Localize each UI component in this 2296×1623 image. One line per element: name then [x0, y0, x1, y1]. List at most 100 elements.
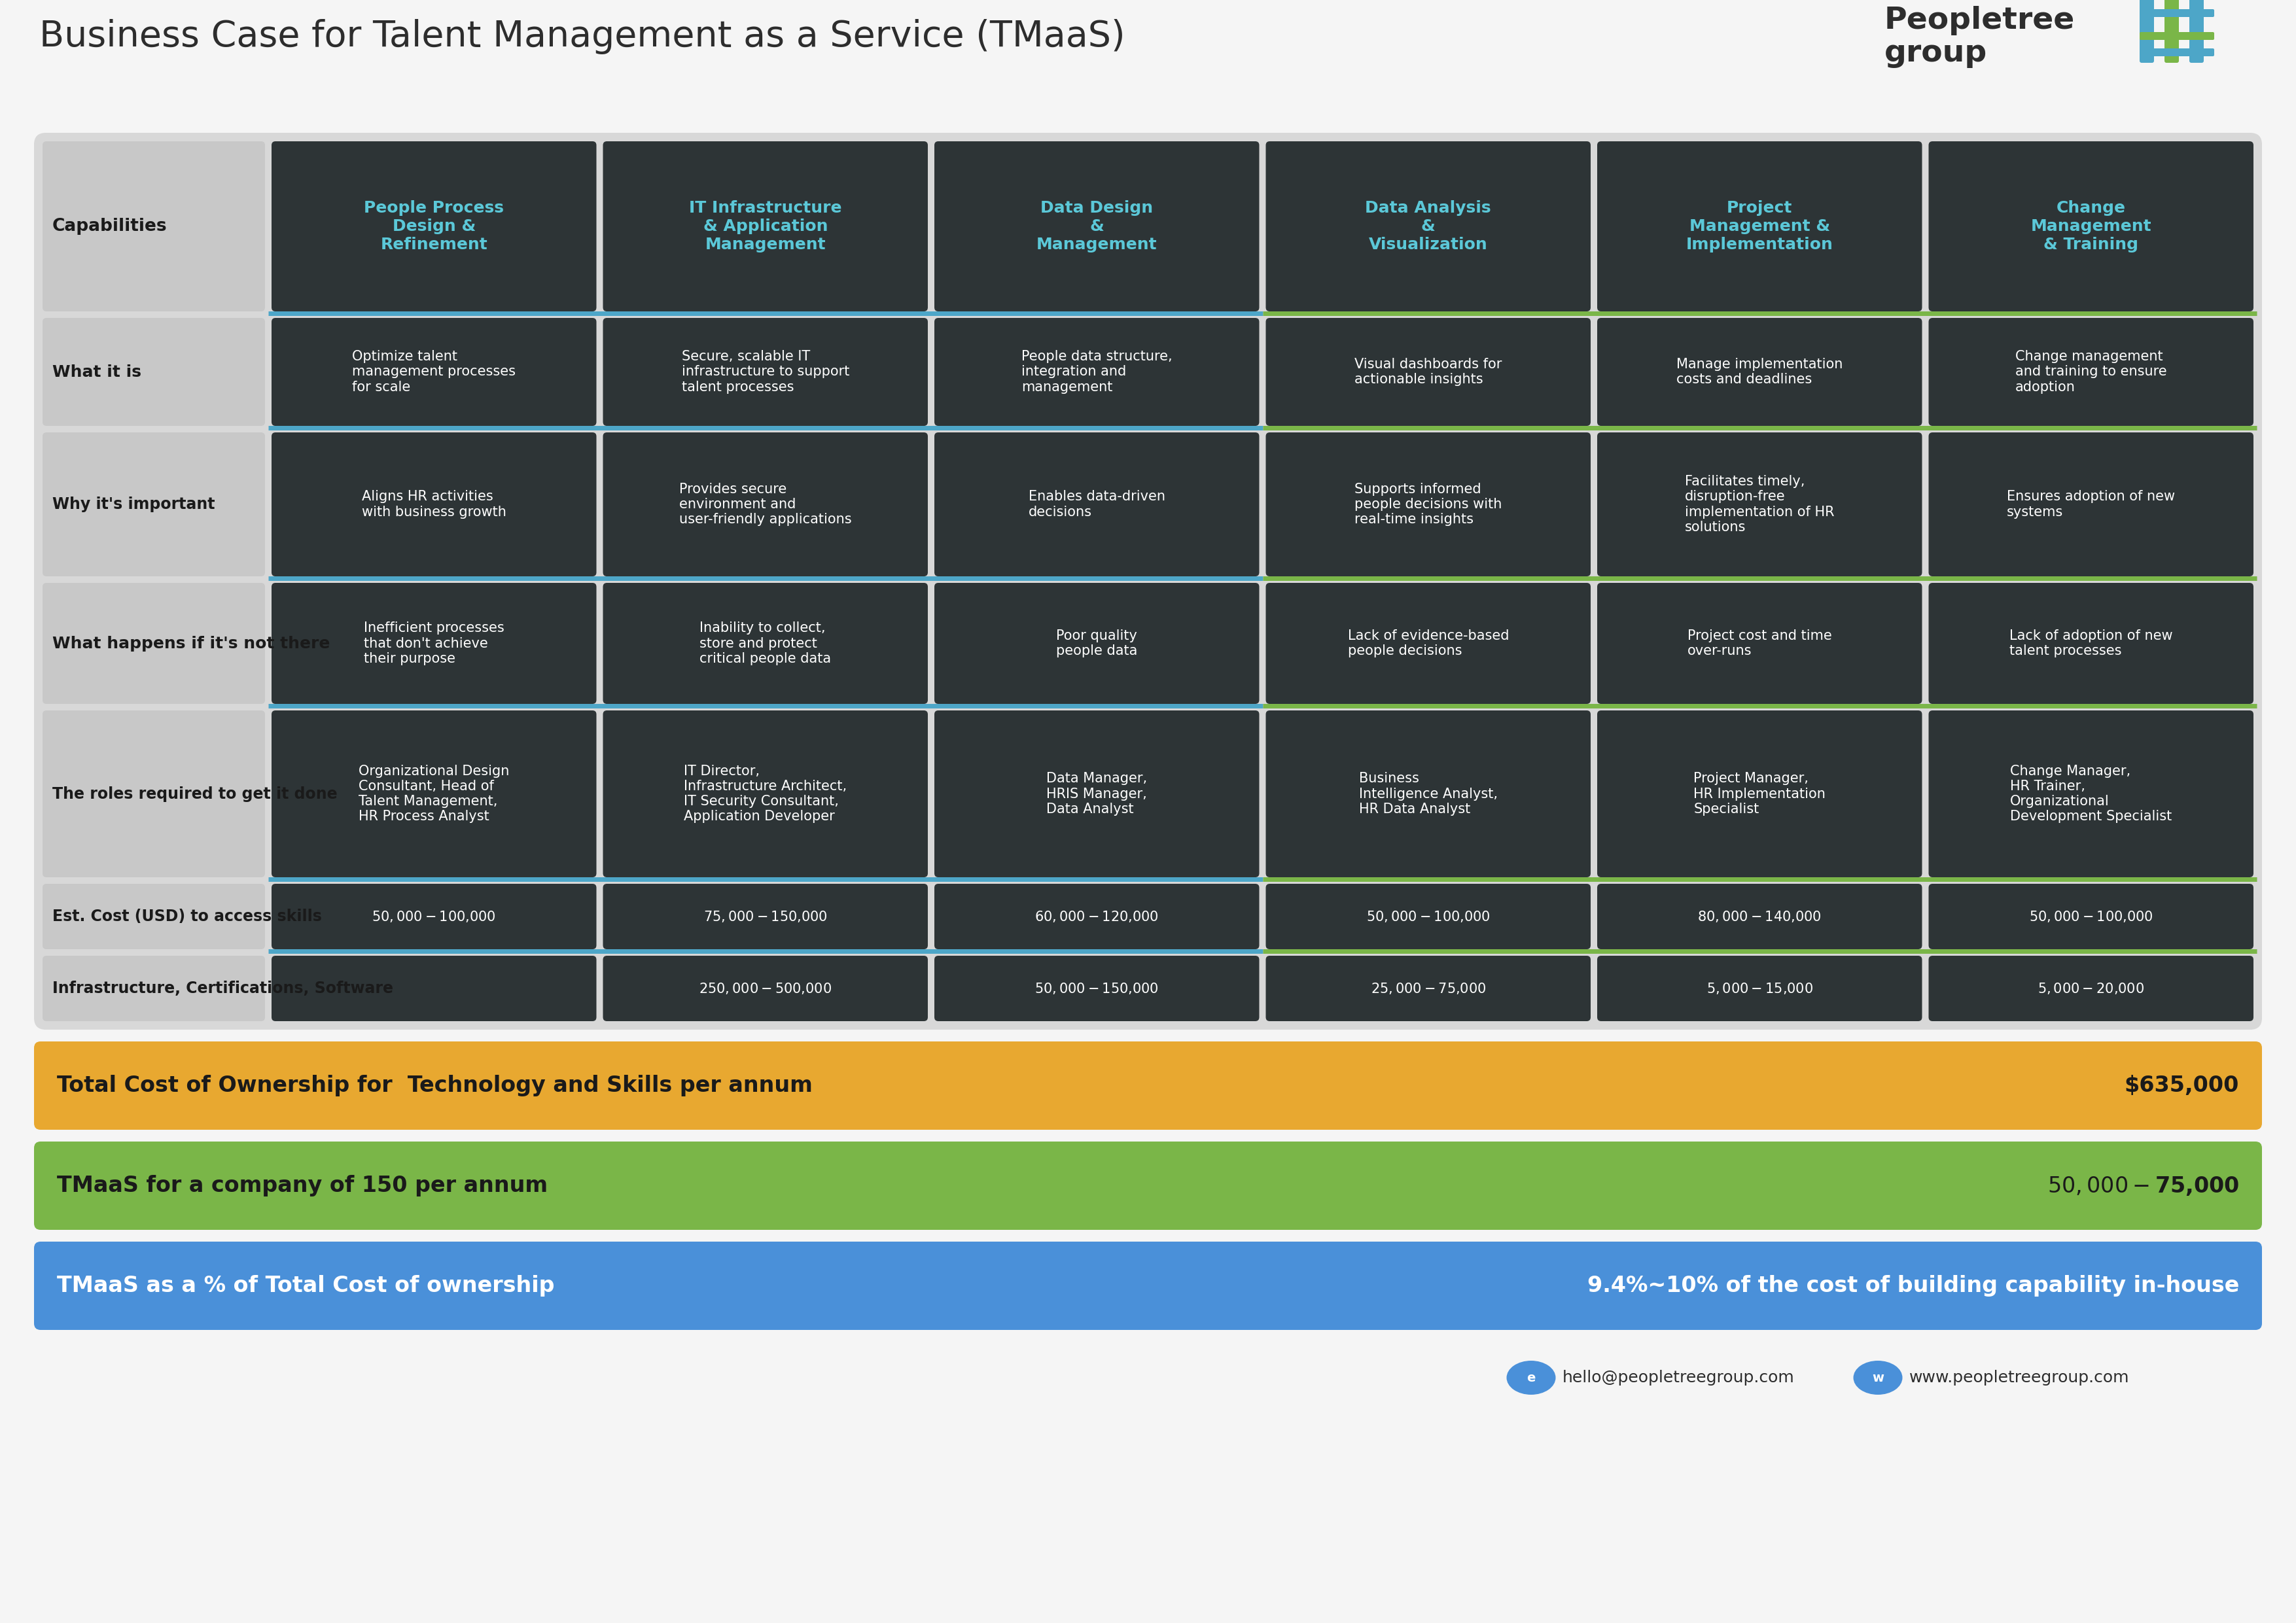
Text: $80,000 - $140,000: $80,000 - $140,000: [1697, 909, 1821, 923]
FancyBboxPatch shape: [34, 133, 2262, 1029]
Text: $75,000 - $150,000: $75,000 - $150,000: [703, 909, 827, 923]
FancyBboxPatch shape: [1598, 885, 1922, 949]
FancyBboxPatch shape: [271, 956, 597, 1021]
Text: People Process
Design &
Refinement: People Process Design & Refinement: [365, 200, 505, 253]
FancyBboxPatch shape: [1929, 432, 2252, 576]
Text: Aligns HR activities
with business growth: Aligns HR activities with business growt…: [363, 490, 505, 518]
Text: Business
Intelligence Analyst,
HR Data Analyst: Business Intelligence Analyst, HR Data A…: [1359, 773, 1497, 815]
Text: Change management
and training to ensure
adoption: Change management and training to ensure…: [2016, 351, 2167, 394]
Text: $50,000 - $100,000: $50,000 - $100,000: [2030, 909, 2154, 923]
Text: $5,000 - $15,000: $5,000 - $15,000: [1706, 982, 1814, 995]
Ellipse shape: [1506, 1360, 1557, 1394]
FancyBboxPatch shape: [604, 432, 928, 576]
Text: Visual dashboards for
actionable insights: Visual dashboards for actionable insight…: [1355, 357, 1502, 386]
Text: Supports informed
people decisions with
real-time insights: Supports informed people decisions with …: [1355, 482, 1502, 526]
Text: Secure, scalable IT
infrastructure to support
talent processes: Secure, scalable IT infrastructure to su…: [682, 351, 850, 394]
FancyBboxPatch shape: [2140, 49, 2213, 57]
FancyBboxPatch shape: [934, 885, 1258, 949]
FancyBboxPatch shape: [934, 141, 1258, 312]
FancyBboxPatch shape: [934, 956, 1258, 1021]
FancyBboxPatch shape: [44, 711, 264, 878]
FancyBboxPatch shape: [934, 583, 1258, 704]
FancyBboxPatch shape: [934, 432, 1258, 576]
FancyBboxPatch shape: [934, 711, 1258, 878]
Text: $50,000 - $75,000: $50,000 - $75,000: [2048, 1175, 2239, 1196]
FancyBboxPatch shape: [1265, 141, 1591, 312]
FancyBboxPatch shape: [1929, 141, 2252, 312]
FancyBboxPatch shape: [1598, 141, 1922, 312]
FancyBboxPatch shape: [1929, 956, 2252, 1021]
Text: $250,000 - $500,000: $250,000 - $500,000: [698, 982, 831, 995]
Text: IT Infrastructure
& Application
Management: IT Infrastructure & Application Manageme…: [689, 200, 843, 253]
Text: People data structure,
integration and
management: People data structure, integration and m…: [1022, 351, 1173, 394]
Text: hello@peopletreegroup.com: hello@peopletreegroup.com: [1564, 1370, 1795, 1386]
Ellipse shape: [1853, 1360, 1903, 1394]
FancyBboxPatch shape: [1929, 318, 2252, 425]
Text: Change Manager,
HR Trainer,
Organizational
Development Specialist: Change Manager, HR Trainer, Organization…: [2009, 764, 2172, 823]
FancyBboxPatch shape: [271, 711, 597, 878]
Text: IT Director,
Infrastructure Architect,
IT Security Consultant,
Application Devel: IT Director, Infrastructure Architect, I…: [684, 764, 847, 823]
Text: TMaaS as a % of Total Cost of ownership: TMaaS as a % of Total Cost of ownership: [57, 1276, 556, 1297]
Text: Data Design
&
Management: Data Design & Management: [1035, 200, 1157, 253]
Text: Why it's important: Why it's important: [53, 497, 216, 513]
Text: Est. Cost (USD) to access skills: Est. Cost (USD) to access skills: [53, 909, 321, 925]
FancyBboxPatch shape: [604, 141, 928, 312]
FancyBboxPatch shape: [1265, 432, 1591, 576]
Text: w: w: [1871, 1371, 1883, 1384]
FancyBboxPatch shape: [34, 1141, 2262, 1230]
Text: Data Manager,
HRIS Manager,
Data Analyst: Data Manager, HRIS Manager, Data Analyst: [1047, 773, 1148, 815]
Text: Project Manager,
HR Implementation
Specialist: Project Manager, HR Implementation Speci…: [1694, 773, 1825, 815]
FancyBboxPatch shape: [271, 885, 597, 949]
Text: Project cost and time
over-runs: Project cost and time over-runs: [1688, 630, 1832, 657]
FancyBboxPatch shape: [271, 141, 597, 312]
Text: e: e: [1527, 1371, 1536, 1384]
FancyBboxPatch shape: [2140, 32, 2213, 41]
Text: Business Case for Talent Management as a Service (TMaaS): Business Case for Talent Management as a…: [39, 19, 1125, 54]
Text: $25,000 - $75,000: $25,000 - $75,000: [1371, 982, 1486, 995]
Text: Change
Management
& Training: Change Management & Training: [2030, 200, 2151, 253]
FancyBboxPatch shape: [604, 318, 928, 425]
Text: $50,000 - $100,000: $50,000 - $100,000: [372, 909, 496, 923]
Text: Peopletree: Peopletree: [1885, 5, 2076, 36]
FancyBboxPatch shape: [2190, 0, 2204, 63]
FancyBboxPatch shape: [1598, 432, 1922, 576]
FancyBboxPatch shape: [2140, 0, 2154, 63]
FancyBboxPatch shape: [1265, 583, 1591, 704]
FancyBboxPatch shape: [34, 1242, 2262, 1329]
Text: Optimize talent
management processes
for scale: Optimize talent management processes for…: [351, 351, 517, 394]
FancyBboxPatch shape: [271, 318, 597, 425]
FancyBboxPatch shape: [1598, 711, 1922, 878]
Text: $5,000 - $20,000: $5,000 - $20,000: [2037, 982, 2144, 995]
FancyBboxPatch shape: [1265, 956, 1591, 1021]
Text: Manage implementation
costs and deadlines: Manage implementation costs and deadline…: [1676, 357, 1844, 386]
Text: Total Cost of Ownership for  Technology and Skills per annum: Total Cost of Ownership for Technology a…: [57, 1074, 813, 1097]
Text: Organizational Design
Consultant, Head of
Talent Management,
HR Process Analyst: Organizational Design Consultant, Head o…: [358, 764, 510, 823]
FancyBboxPatch shape: [44, 432, 264, 576]
FancyBboxPatch shape: [604, 711, 928, 878]
Text: Infrastructure, Certifications, Software: Infrastructure, Certifications, Software: [53, 980, 393, 997]
Text: What happens if it's not there: What happens if it's not there: [53, 636, 331, 651]
Text: $60,000 - $120,000: $60,000 - $120,000: [1035, 909, 1159, 923]
Text: Facilitates timely,
disruption-free
implementation of HR
solutions: Facilitates timely, disruption-free impl…: [1685, 476, 1835, 534]
Text: group: group: [1885, 39, 1988, 68]
FancyBboxPatch shape: [271, 583, 597, 704]
Text: What it is: What it is: [53, 364, 142, 380]
FancyBboxPatch shape: [604, 583, 928, 704]
Text: Data Analysis
&
Visualization: Data Analysis & Visualization: [1366, 200, 1490, 253]
FancyBboxPatch shape: [604, 885, 928, 949]
Text: $50,000 - $150,000: $50,000 - $150,000: [1035, 982, 1159, 995]
FancyBboxPatch shape: [1598, 956, 1922, 1021]
Text: Lack of evidence-based
people decisions: Lack of evidence-based people decisions: [1348, 630, 1508, 657]
FancyBboxPatch shape: [44, 956, 264, 1021]
FancyBboxPatch shape: [34, 1042, 2262, 1130]
FancyBboxPatch shape: [44, 141, 264, 312]
Text: Inefficient processes
that don't achieve
their purpose: Inefficient processes that don't achieve…: [363, 622, 505, 665]
FancyBboxPatch shape: [604, 956, 928, 1021]
Text: Provides secure
environment and
user-friendly applications: Provides secure environment and user-fri…: [680, 482, 852, 526]
Text: Poor quality
people data: Poor quality people data: [1056, 630, 1137, 657]
FancyBboxPatch shape: [1265, 318, 1591, 425]
FancyBboxPatch shape: [1265, 885, 1591, 949]
Text: Project
Management &
Implementation: Project Management & Implementation: [1685, 200, 1832, 253]
FancyBboxPatch shape: [1929, 885, 2252, 949]
FancyBboxPatch shape: [44, 318, 264, 425]
